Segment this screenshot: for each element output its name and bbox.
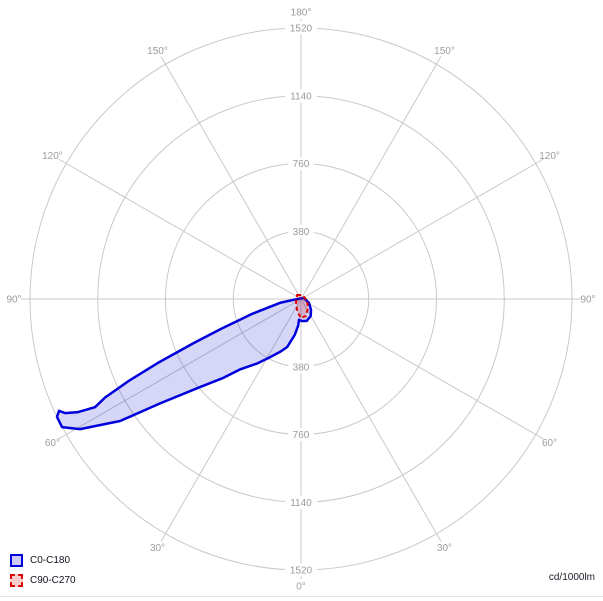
bottom-divider (0, 596, 603, 597)
c90-c270-swatch-icon (10, 574, 23, 587)
svg-text:60°: 60° (45, 438, 60, 449)
svg-text:30°: 30° (437, 543, 452, 554)
svg-text:90°: 90° (580, 295, 595, 306)
svg-text:120°: 120° (539, 151, 560, 162)
svg-text:1140: 1140 (290, 91, 312, 102)
svg-text:1520: 1520 (290, 24, 313, 35)
svg-text:180°: 180° (291, 8, 312, 19)
svg-text:380: 380 (293, 362, 310, 373)
svg-text:760: 760 (293, 430, 310, 441)
svg-text:60°: 60° (542, 438, 557, 449)
legend: C0-C180 C90-C270 (10, 553, 76, 588)
c0-c180-swatch-icon (10, 554, 23, 567)
svg-text:1520: 1520 (290, 566, 313, 577)
legend-item-c90-c270: C90-C270 (10, 573, 76, 588)
legend-item-c0-c180: C0-C180 (10, 553, 76, 568)
svg-text:760: 760 (293, 159, 310, 170)
svg-text:150°: 150° (434, 46, 455, 57)
svg-text:90°: 90° (6, 295, 21, 306)
svg-text:30°: 30° (150, 543, 165, 554)
svg-text:150°: 150° (147, 46, 168, 57)
legend-label-c90-c270: C90-C270 (30, 575, 76, 586)
legend-label-c0-c180: C0-C180 (30, 555, 71, 566)
svg-text:380: 380 (293, 227, 310, 238)
svg-text:1140: 1140 (290, 498, 312, 509)
svg-text:0°: 0° (296, 582, 306, 593)
unit-label: cd/1000lm (548, 572, 595, 583)
svg-text:120°: 120° (42, 151, 63, 162)
